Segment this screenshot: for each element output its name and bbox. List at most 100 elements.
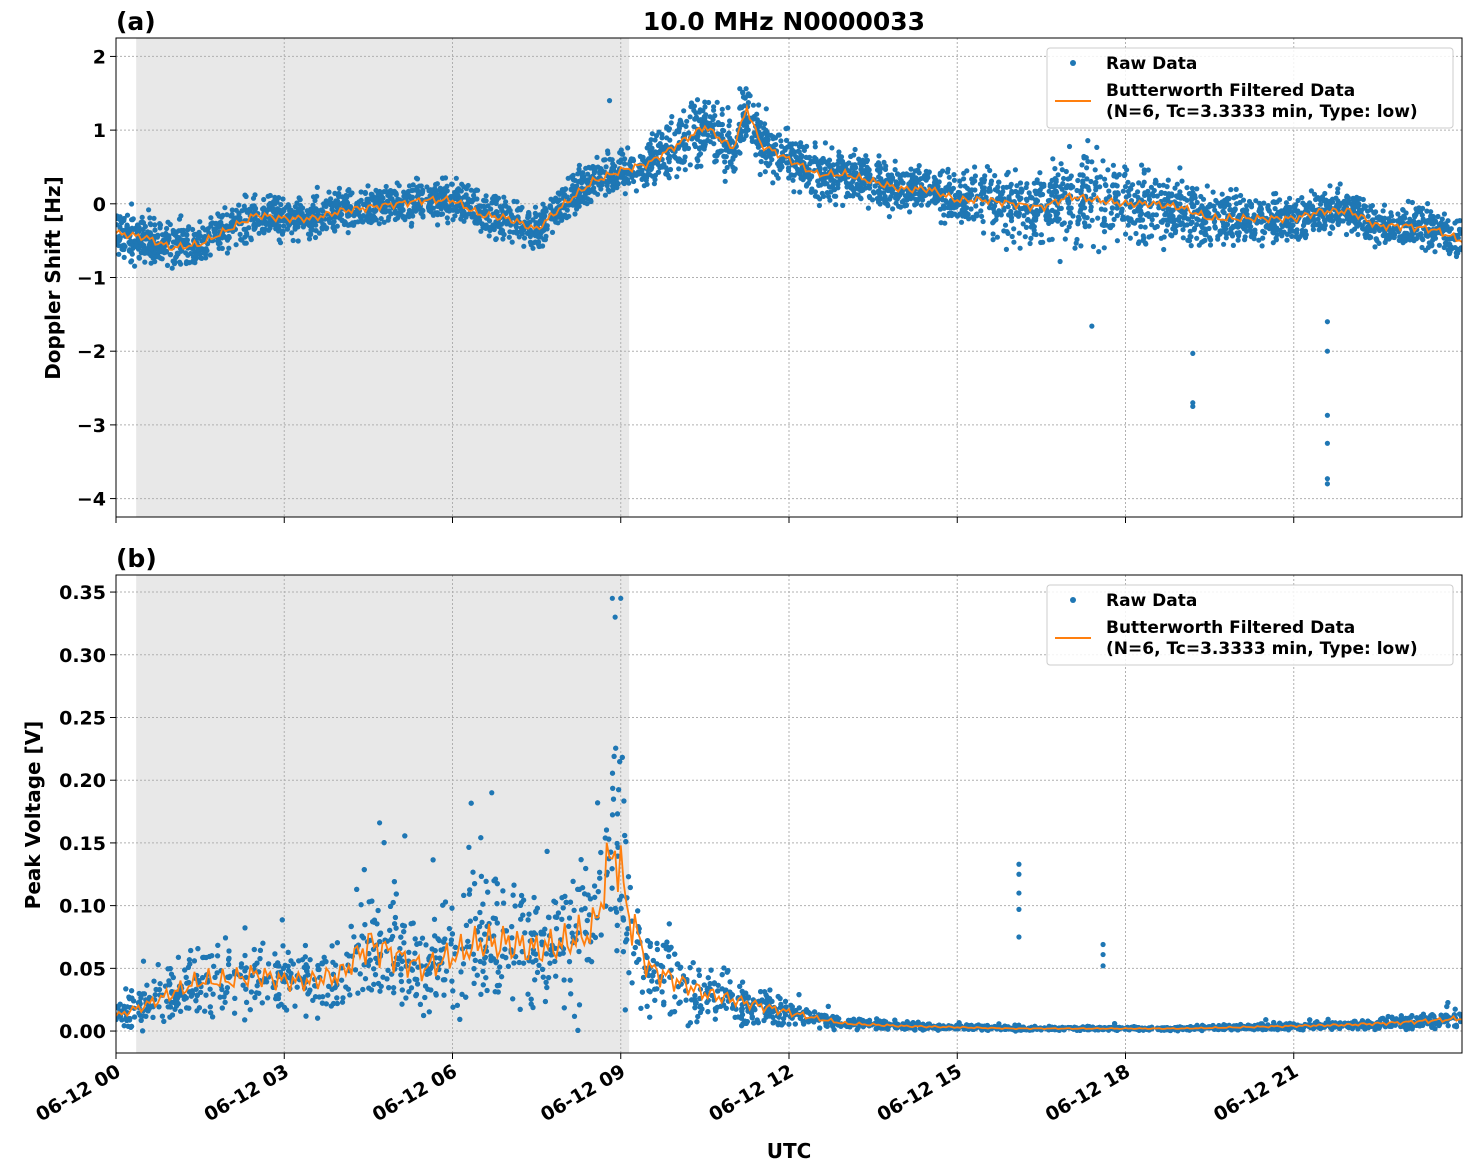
raw-data-point xyxy=(572,211,578,217)
raw-data-point xyxy=(898,204,904,210)
raw-data-point xyxy=(725,105,731,111)
raw-data-point xyxy=(1056,216,1062,222)
raw-data-point xyxy=(1142,224,1148,230)
raw-data-point xyxy=(343,192,349,199)
raw-data-point xyxy=(1174,181,1180,187)
raw-data-point xyxy=(886,175,892,181)
raw-data-point xyxy=(610,187,616,193)
raw-data-point xyxy=(378,216,384,222)
raw-data-point xyxy=(798,175,804,181)
raw-data-point xyxy=(822,140,829,146)
raw-data-point xyxy=(468,187,474,193)
raw-data-point xyxy=(1165,177,1171,183)
raw-data-point xyxy=(667,137,673,143)
raw-data-point xyxy=(1373,209,1379,215)
raw-data-point xyxy=(729,139,736,145)
raw-data-point xyxy=(1181,215,1187,221)
raw-data-point xyxy=(993,217,999,223)
raw-data-point xyxy=(980,218,986,225)
raw-data-point xyxy=(1447,249,1453,255)
raw-data-point xyxy=(476,203,482,209)
raw-data-point xyxy=(1228,187,1234,193)
raw-data-point xyxy=(1316,227,1322,233)
raw-data-point xyxy=(561,194,567,200)
raw-data-point xyxy=(1274,226,1280,233)
raw-data-point xyxy=(636,169,642,175)
raw-data-point xyxy=(444,215,450,221)
raw-data-point xyxy=(1380,208,1386,214)
raw-data-point xyxy=(1442,221,1449,227)
raw-data-point xyxy=(1017,180,1024,186)
raw-data-point xyxy=(1424,208,1430,214)
raw-data-point xyxy=(726,123,732,129)
raw-data-point xyxy=(336,185,342,191)
raw-data-point xyxy=(1219,199,1225,205)
legend-raw-label: Raw Data xyxy=(1106,54,1197,74)
raw-data-point xyxy=(877,201,883,207)
raw-data-point xyxy=(827,197,833,203)
raw-data-point xyxy=(1207,242,1214,248)
raw-data-point xyxy=(1161,246,1167,253)
raw-data-point xyxy=(1110,162,1116,168)
raw-data-point xyxy=(885,187,891,194)
raw-data-point xyxy=(949,210,955,216)
raw-data-point xyxy=(233,242,239,248)
raw-data-point xyxy=(1420,216,1426,222)
raw-data-point xyxy=(931,174,937,180)
raw-data-point xyxy=(763,127,769,133)
raw-data-point xyxy=(622,156,628,162)
raw-data-point xyxy=(687,162,693,168)
raw-data-point xyxy=(1346,220,1352,226)
raw-data-point xyxy=(1085,158,1091,165)
raw-data-point xyxy=(1053,213,1059,219)
raw-data-point xyxy=(757,151,763,157)
raw-data-point xyxy=(990,237,996,243)
raw-data-point xyxy=(1237,199,1243,206)
raw-data-point xyxy=(1204,183,1210,189)
raw-data-point xyxy=(1181,211,1187,217)
y-tick-label: 2 xyxy=(93,46,106,68)
raw-data-point xyxy=(958,183,964,189)
raw-data-point xyxy=(597,170,603,176)
raw-data-point xyxy=(824,190,830,196)
raw-data-point xyxy=(1003,246,1010,252)
raw-data-point xyxy=(1432,235,1439,241)
raw-data-point xyxy=(503,199,509,205)
raw-data-point xyxy=(824,181,830,187)
raw-data-point xyxy=(808,174,814,180)
raw-data-point xyxy=(992,173,998,179)
raw-data-point xyxy=(1158,190,1164,197)
raw-data-point xyxy=(1369,203,1375,209)
raw-data-point xyxy=(893,200,899,206)
raw-data-point xyxy=(648,151,655,157)
raw-data-point xyxy=(757,171,763,178)
raw-data-point xyxy=(676,144,682,150)
y-tick-label: −4 xyxy=(77,489,106,511)
raw-data-point xyxy=(128,238,134,244)
raw-data-point xyxy=(951,177,958,183)
raw-data-point xyxy=(1038,239,1044,246)
raw-data-point xyxy=(1150,193,1157,199)
raw-data-point xyxy=(1206,204,1212,210)
raw-data-point xyxy=(833,202,839,208)
raw-data-point xyxy=(1162,197,1168,203)
raw-data-point xyxy=(1128,198,1135,204)
raw-data-point xyxy=(208,215,214,221)
raw-data-point xyxy=(1031,231,1037,237)
raw-data-point xyxy=(745,100,752,106)
raw-data-point xyxy=(978,208,984,214)
raw-data-point xyxy=(1068,173,1074,179)
raw-data-point xyxy=(676,125,683,131)
raw-data-point xyxy=(964,168,970,174)
raw-data-point xyxy=(1429,242,1435,248)
raw-data-point xyxy=(1052,194,1059,200)
raw-data-point xyxy=(941,212,947,218)
raw-data-point xyxy=(373,196,379,202)
raw-data-point xyxy=(277,240,284,246)
legend-raw-marker xyxy=(1070,60,1076,66)
raw-data-point xyxy=(1082,205,1088,211)
raw-data-point xyxy=(1203,232,1209,238)
raw-data-point xyxy=(147,215,153,221)
raw-data-point xyxy=(1164,222,1171,228)
raw-data-point xyxy=(681,158,688,164)
